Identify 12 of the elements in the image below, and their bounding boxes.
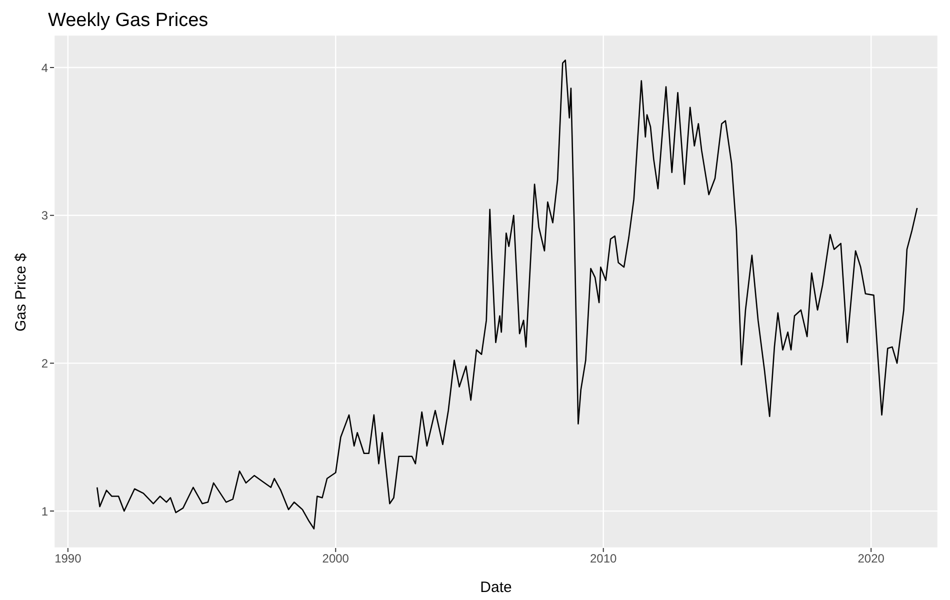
x-tick-label: 2000 (322, 552, 350, 566)
chart-title: Weekly Gas Prices (48, 10, 208, 32)
x-axis-title: Date (480, 579, 512, 596)
y-tick-label: 4 (41, 60, 48, 75)
y-axis-title: Gas Price $ (12, 252, 30, 332)
y-tick-label: 3 (41, 208, 48, 223)
y-tick-label: 2 (41, 356, 48, 370)
x-tick-label: 1990 (54, 552, 82, 566)
line-series (96, 59, 918, 530)
x-tick-label: 2010 (590, 552, 618, 566)
y-tick-label: 1 (41, 504, 48, 518)
x-tick-label: 2020 (858, 552, 885, 566)
